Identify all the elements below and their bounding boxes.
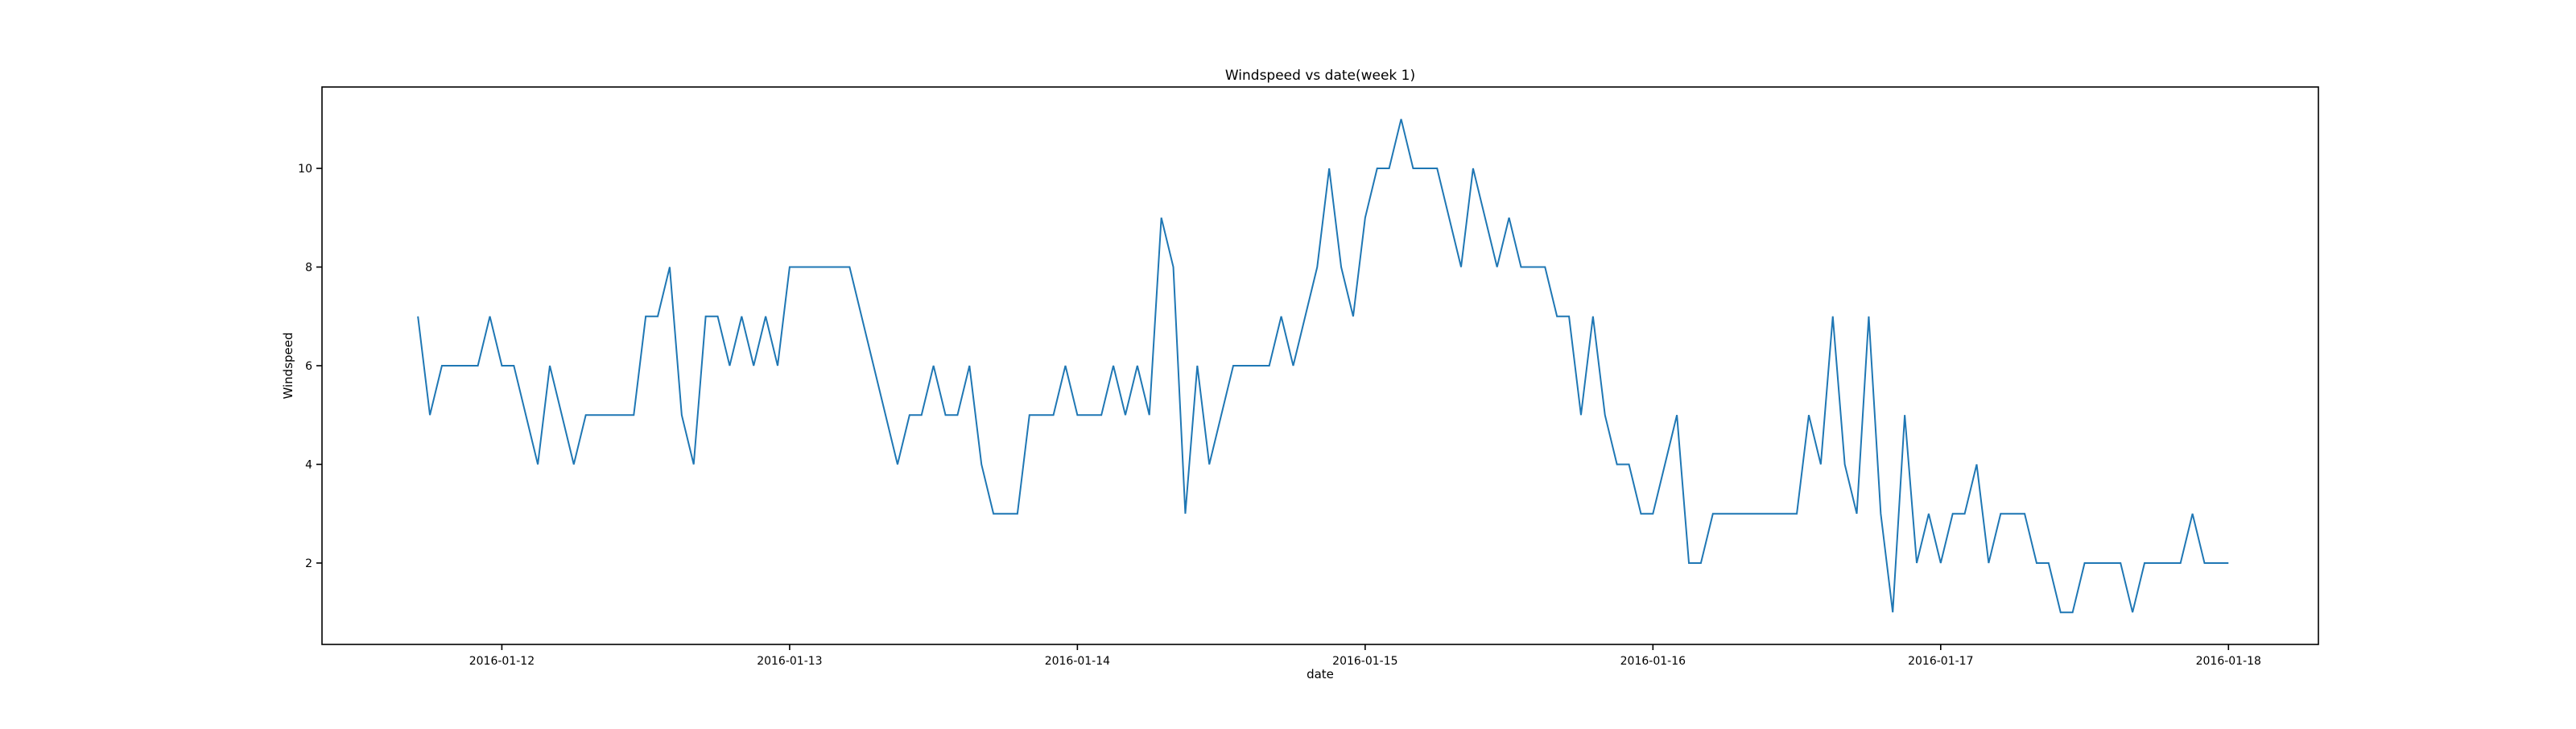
x-tick-label: 2016-01-17 — [1908, 655, 1973, 668]
x-tick-label: 2016-01-14 — [1045, 655, 1110, 668]
windspeed-series-line — [417, 118, 2229, 614]
y-axis-label: Windspeed — [281, 332, 295, 399]
x-tick-label: 2016-01-15 — [1332, 655, 1397, 668]
y-tick-label: 4 — [305, 458, 312, 471]
x-axis-label: date — [1307, 667, 1334, 681]
plot-area-frame — [321, 86, 2319, 645]
y-tick-label: 8 — [305, 262, 312, 275]
x-tick-label: 2016-01-12 — [469, 655, 535, 668]
x-tick-label: 2016-01-18 — [2196, 655, 2261, 668]
y-tick-label: 2 — [305, 557, 312, 570]
x-axis: 2016-01-12 2016-01-13 2016-01-14 2016-01-15… — [469, 644, 2261, 668]
y-tick-label: 10 — [298, 163, 312, 176]
x-tick-label: 2016-01-16 — [1620, 655, 1686, 668]
y-tick-label: 6 — [305, 360, 312, 373]
chart-title: Windspeed vs date(week 1) — [1225, 68, 1415, 84]
y-axis: 2 4 6 8 10 — [298, 163, 322, 570]
x-tick-label: 2016-01-13 — [757, 655, 822, 668]
